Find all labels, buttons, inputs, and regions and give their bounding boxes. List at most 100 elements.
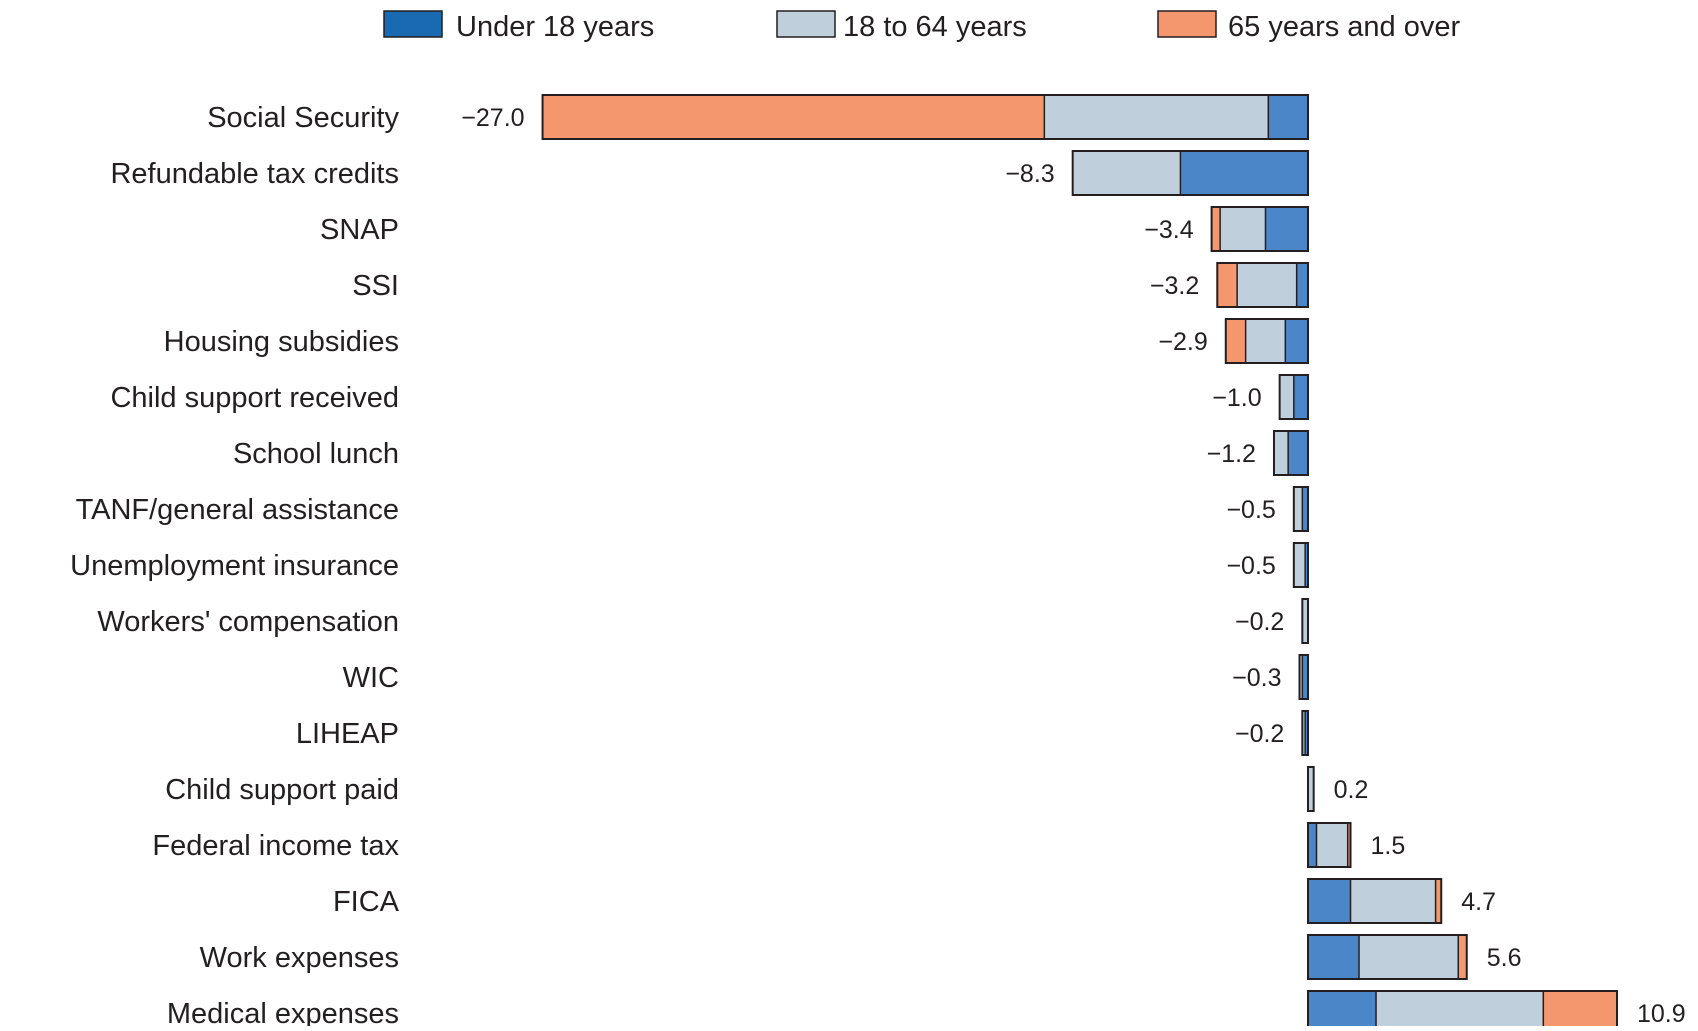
value-label: 10.9 <box>1637 1000 1686 1026</box>
bars <box>541 94 1619 1031</box>
category-label: SSI <box>352 270 399 302</box>
bar-segment-school-lunch-18-to-64-years <box>1273 431 1289 475</box>
bar-outline-medical-expenses <box>1307 990 1619 1031</box>
bar-segment-work-expenses-18-to-64-years <box>1359 935 1459 979</box>
bar-segment-wic-under-18-years <box>1302 655 1308 699</box>
legend-swatch-65-years-and-over <box>1157 10 1217 38</box>
bar-segment-social-security-65-years-and-over <box>542 95 1045 139</box>
bar-segment-wic-18-to-64-years <box>1299 655 1303 699</box>
category-label: Unemployment insurance <box>70 550 399 582</box>
category-label: Federal income tax <box>152 830 399 862</box>
bar-segment-fica-18-to-64-years <box>1350 879 1436 923</box>
value-label: 5.6 <box>1487 944 1522 972</box>
bar-outline-school-lunch <box>1272 430 1309 476</box>
bar-segment-work-expenses-under-18-years <box>1308 935 1360 979</box>
bar-segment-fica-under-18-years <box>1308 879 1351 923</box>
value-label: −8.3 <box>1005 160 1054 188</box>
legend-swatch-18-to-64-years <box>776 10 836 38</box>
value-label: −0.2 <box>1235 608 1284 636</box>
category-label: TANF/general assistance <box>76 494 399 526</box>
bar-segment-snap-18-to-64-years <box>1220 207 1266 251</box>
legend-swatch-under-18-years <box>383 10 443 38</box>
legend-label-under-18-years: Under 18 years <box>456 11 654 43</box>
bar-segment-medical-expenses-under-18-years <box>1308 991 1377 1031</box>
value-label: −1.2 <box>1207 440 1256 468</box>
value-label: 1.5 <box>1371 832 1406 860</box>
bar-segment-ssi-under-18-years <box>1296 263 1308 307</box>
category-label: Social Security <box>207 102 399 134</box>
bar-segment-workers-compensation-18-to-64-years <box>1302 599 1308 643</box>
bar-outline-child-support-paid <box>1307 766 1315 812</box>
category-label: School lunch <box>233 438 399 470</box>
bar-segment-work-expenses-65-years-and-over <box>1458 935 1467 979</box>
value-label: 4.7 <box>1461 888 1496 916</box>
value-labels: −27.0 −8.3 −3.4 −3.2 −2.9−1.0 −1.2 −0.5 −0.5 −0.… <box>461 104 1686 1028</box>
category-label: Housing subsidies <box>164 326 399 358</box>
bar-outline-tanf-general-assistance <box>1292 486 1309 532</box>
value-label: −3.2 <box>1150 272 1199 300</box>
bar-segment-federal-income-tax-18-to-64-years <box>1316 823 1348 867</box>
bar-segment-housing-subsidies-65-years-and-over <box>1225 319 1246 363</box>
category-labels: Social Security Refundable tax credits SNA… <box>70 102 400 1030</box>
value-label: −3.4 <box>1144 216 1193 244</box>
bar-segment-refundable-tax-credits-under-18-years <box>1180 151 1308 195</box>
value-label: −0.5 <box>1226 496 1275 524</box>
bar-segment-social-security-18-to-64-years <box>1044 95 1269 139</box>
bar-outline-refundable-tax-credits <box>1071 150 1309 196</box>
bar-segment-federal-income-tax-65-years-and-over <box>1347 823 1351 867</box>
bar-segment-school-lunch-under-18-years <box>1288 431 1308 475</box>
bar-outline-child-support-received <box>1278 374 1310 420</box>
legend-label-18-to-64-years: 18 to 64 years <box>843 11 1027 43</box>
bar-segment-liheap-under-18-years <box>1305 711 1308 755</box>
category-label: Work expenses <box>200 942 399 974</box>
bar-segment-housing-subsidies-18-to-64-years <box>1245 319 1286 363</box>
bar-outline-social-security <box>541 94 1309 140</box>
bar-segment-tanf-general-assistance-under-18-years <box>1302 487 1308 531</box>
value-label: 0.2 <box>1334 776 1369 804</box>
bar-segment-medical-expenses-18-to-64-years <box>1376 991 1544 1031</box>
category-label: Refundable tax credits <box>110 158 399 190</box>
bar-segment-fica-65-years-and-over <box>1435 879 1442 923</box>
category-label: SNAP <box>320 214 399 246</box>
bar-outline-snap <box>1210 206 1309 252</box>
value-label: −1.0 <box>1212 384 1261 412</box>
value-label: −0.5 <box>1226 552 1275 580</box>
bar-outline-work-expenses <box>1307 934 1468 980</box>
value-label: −0.3 <box>1232 664 1281 692</box>
bar-segment-ssi-65-years-and-over <box>1217 263 1238 307</box>
bar-segment-medical-expenses-65-years-and-over <box>1543 991 1618 1031</box>
bar-outline-ssi <box>1216 262 1310 308</box>
bar-segment-unemployment-insurance-18-to-64-years <box>1293 543 1306 587</box>
bar-segment-child-support-received-18-to-64-years <box>1279 375 1294 419</box>
bar-outline-unemployment-insurance <box>1292 542 1309 588</box>
bar-segment-tanf-general-assistance-18-to-64-years <box>1293 487 1303 531</box>
bar-segment-liheap-18-to-64-years <box>1302 711 1306 755</box>
bar-segment-child-support-paid-18-to-64-years <box>1308 767 1314 811</box>
bar-outline-housing-subsidies <box>1224 318 1310 364</box>
category-label: Medical expenses <box>167 998 399 1026</box>
category-label: LIHEAP <box>296 718 399 750</box>
value-label: −27.0 <box>461 104 524 132</box>
value-label: −0.2 <box>1235 720 1284 748</box>
category-label: FICA <box>333 886 400 918</box>
bar-segment-unemployment-insurance-under-18-years <box>1305 543 1308 587</box>
bar-segment-snap-under-18-years <box>1265 207 1308 251</box>
bar-segment-housing-subsidies-under-18-years <box>1285 319 1308 363</box>
bar-segment-refundable-tax-credits-18-to-64-years <box>1072 151 1181 195</box>
legend-label-65-years-and-over: 65 years and over <box>1228 11 1460 43</box>
category-label: Child support received <box>110 382 399 414</box>
bar-outline-federal-income-tax <box>1307 822 1352 868</box>
legend: Under 18 years 18 to 64 years 65 years and… <box>383 10 1460 43</box>
bar-outline-fica <box>1307 878 1443 924</box>
category-label: Child support paid <box>165 774 399 806</box>
bar-outline-wic <box>1298 654 1309 700</box>
bar-segment-child-support-received-under-18-years <box>1293 375 1308 419</box>
category-label: Workers' compensation <box>97 606 399 638</box>
bar-segment-ssi-18-to-64-years <box>1237 263 1297 307</box>
value-label: −2.9 <box>1158 328 1207 356</box>
bar-outline-liheap <box>1301 710 1309 756</box>
bar-segment-federal-income-tax-under-18-years <box>1308 823 1317 867</box>
category-label: WIC <box>343 662 399 694</box>
